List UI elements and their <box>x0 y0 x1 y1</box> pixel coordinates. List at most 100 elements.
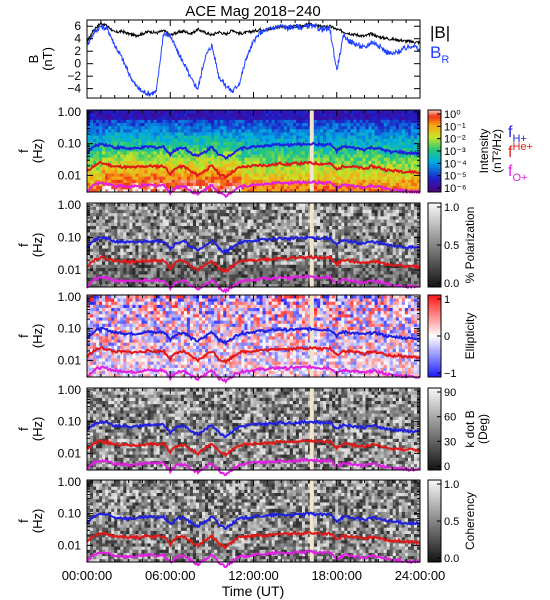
spectrogram-cell <box>177 232 182 236</box>
spectrogram-cell <box>232 154 236 158</box>
spectrogram-cell <box>165 116 170 120</box>
spectrogram-cell <box>186 182 191 187</box>
spectrogram-cell <box>205 235 209 239</box>
spectrogram-cell <box>265 264 270 269</box>
spectrogram-cell <box>144 261 148 265</box>
spectrogram-cell <box>241 219 245 223</box>
spectrogram-cell <box>250 206 254 210</box>
spectrogram-cell <box>383 173 388 177</box>
spectrogram-cell <box>301 235 306 239</box>
spectrogram-cell <box>96 166 100 171</box>
spectrogram-cell <box>211 179 215 183</box>
spectrogram-cell <box>277 219 282 223</box>
spectrogram-cell <box>180 206 185 210</box>
spectrogram-cell <box>114 225 118 230</box>
spectrogram-cell <box>147 135 151 139</box>
spectrogram-cell <box>108 132 112 136</box>
spectrogram-cell <box>141 113 145 117</box>
spectrogram-cell <box>195 209 200 214</box>
spectrogram-cell <box>159 251 164 256</box>
colorbar-swatch <box>428 185 441 189</box>
spectrogram-cell <box>156 267 161 272</box>
spectrogram-cell <box>156 151 161 155</box>
spectrogram-cell <box>135 238 139 243</box>
spectrogram-cell <box>314 125 318 130</box>
spectrogram-cell <box>232 147 236 152</box>
spectrogram-cell <box>93 235 97 239</box>
spectrogram-cell <box>195 138 200 142</box>
spectrogram-cell <box>174 238 179 243</box>
spectrogram-cell <box>259 135 263 139</box>
spectrogram-cell <box>90 232 94 236</box>
spectrogram-cell <box>307 125 312 130</box>
spectrogram-cell <box>147 132 151 136</box>
spectrogram-cell <box>96 235 100 239</box>
spectrogram-cell <box>214 176 218 180</box>
spectrogram-cell <box>168 141 173 146</box>
spectrogram-cell <box>117 188 121 193</box>
spectrogram-cell <box>162 160 167 165</box>
spectrogram-cell <box>323 141 327 146</box>
spectrogram-cell <box>183 141 188 146</box>
spectrogram-cell <box>114 132 118 136</box>
spectrogram-cell <box>277 241 282 246</box>
spectrogram-cell <box>404 116 409 120</box>
spectrogram-cell <box>268 270 273 275</box>
spectrogram-cell <box>186 119 191 124</box>
spectrogram-cell <box>413 176 418 180</box>
spectrogram-cell <box>341 147 345 152</box>
spectrogram-cell <box>150 274 154 278</box>
spectrogram-cell <box>235 232 239 236</box>
spectrogram-cell <box>217 241 221 246</box>
spectrogram-cell <box>365 122 369 127</box>
spectrogram-cell <box>329 160 333 165</box>
spectrogram-cell <box>232 257 236 262</box>
spectrogram-cell <box>132 160 136 165</box>
spectrogram-cell <box>126 144 130 149</box>
spectrogram-cell <box>147 173 151 177</box>
spectrogram-cell <box>132 206 136 210</box>
data-gap <box>309 110 314 192</box>
spectrogram-cell <box>211 228 215 233</box>
spectrogram-cell <box>141 173 145 177</box>
spectrogram-cell <box>389 185 394 190</box>
spectrogram-cell <box>117 219 121 223</box>
spectrogram-cell <box>416 169 421 174</box>
spectrogram-cell <box>199 135 203 139</box>
spectrogram-cell <box>114 251 118 256</box>
spectrogram-cell <box>347 166 351 171</box>
spectrogram-cell <box>338 119 342 124</box>
spectrogram-cell <box>247 235 251 239</box>
spectrogram-cell <box>277 113 282 117</box>
series-bmag-line <box>86 21 421 46</box>
spectrogram-cell <box>256 261 260 265</box>
spectrogram-cell <box>241 141 245 146</box>
spectrogram-cell <box>392 185 397 190</box>
spectrogram-cell <box>90 251 94 256</box>
spectrogram-cell <box>262 215 267 220</box>
spectrogram-cell <box>183 135 188 139</box>
spectrogram-cell <box>226 261 230 265</box>
spectrogram-cell <box>295 267 300 272</box>
spectrogram-cell <box>416 160 421 165</box>
spectrogram-cell <box>401 110 406 114</box>
spectrogram-cell <box>392 141 397 146</box>
spectrogram-cell <box>183 212 188 217</box>
spectrogram-cell <box>223 147 227 152</box>
spectrogram-cell <box>347 188 351 193</box>
spectrogram-cell <box>153 261 158 265</box>
spectrogram-cell <box>392 163 397 168</box>
spectrogram-cell <box>192 138 197 142</box>
spectrogram-cell <box>183 173 188 177</box>
spectrogram-cell <box>195 163 200 168</box>
spectrogram-cell <box>356 182 360 187</box>
spectrogram-cell <box>105 141 109 146</box>
spectrogram-cell <box>374 122 379 127</box>
spectrogram-cell <box>244 169 248 174</box>
spectrogram-cell <box>205 209 209 214</box>
spectrogram-cell <box>111 261 115 265</box>
spectrogram-cell <box>289 270 294 275</box>
spectrogram-cell <box>150 138 154 142</box>
spectrogram-cell <box>111 157 115 161</box>
spectrogram-cell <box>144 270 148 275</box>
